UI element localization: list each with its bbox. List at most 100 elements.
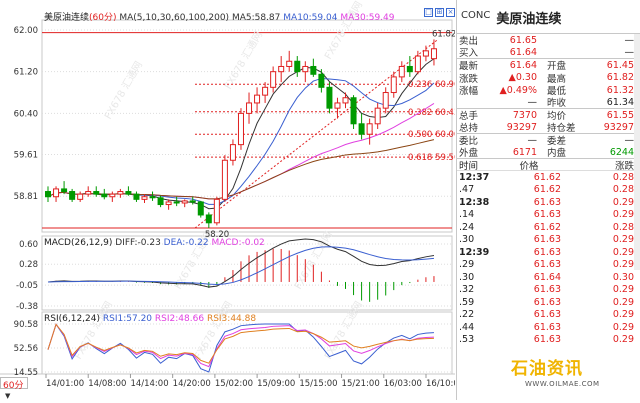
candle-body xyxy=(294,60,301,73)
rsi-tick-label: 14.55 xyxy=(14,368,38,378)
tick-price: 61.63 xyxy=(533,296,561,308)
candle-body xyxy=(398,65,405,78)
tick-price: 61.63 xyxy=(533,196,561,208)
quote-value: 93297 xyxy=(603,121,634,133)
period-select[interactable]: 60分▼ xyxy=(0,377,28,400)
tick-row: .32 61.63 0.29 xyxy=(457,284,640,297)
tick-price: 61.63 xyxy=(533,284,561,296)
symbol-name: 美原油连续 xyxy=(496,12,562,27)
candle-body xyxy=(342,97,349,104)
fib-label: 0.382 60.43 xyxy=(408,108,455,118)
tick-time: .53 xyxy=(459,334,475,346)
quote-label: 总持 xyxy=(459,123,479,135)
dea-value: DEA:-0.22 xyxy=(163,238,209,248)
quote-row: 外盘 6171 内盘 6244 xyxy=(457,146,640,160)
diff-value: DIFF:-0.23 xyxy=(115,238,161,248)
price-tick-label: 62.00 xyxy=(14,26,38,36)
quote-value: 61.64 xyxy=(509,59,537,71)
candle-body xyxy=(246,102,253,114)
tick-price: 61.63 xyxy=(533,259,561,271)
quote-value: 6171 xyxy=(512,146,537,158)
ma-config-label[interactable]: MA(5,10,30,60,100,200) xyxy=(119,13,230,23)
tick-row: .29 61.63 0.29 xyxy=(457,259,640,272)
quote-row: 涨跌 ▲0.30 最高 61.82 xyxy=(457,72,640,85)
tick-list[interactable]: 12:37 61.62 0.28 .47 61.62 0.28 12:38 61.63 0.29… xyxy=(457,171,640,346)
rsi-tick-label: 52.56 xyxy=(14,344,38,354)
quote-label: 涨跌 xyxy=(459,73,479,85)
quote-value: ▲0.30 xyxy=(508,72,537,84)
quote-label: 最低 xyxy=(547,86,567,98)
quote-label: 均价 xyxy=(547,111,567,123)
time-tick-label: 15/15:00 xyxy=(299,379,337,389)
symbol-code: CONC xyxy=(461,10,491,21)
candle-body xyxy=(326,86,333,109)
dea-line xyxy=(47,246,435,286)
candle-body xyxy=(213,198,220,224)
quote-row: 卖出 61.65 — xyxy=(457,34,640,48)
macd-header: MACD(26,12,9) DIFF:-0.23 DEA:-0.22 MACD:… xyxy=(44,238,265,248)
quote-label: 昨收 xyxy=(547,98,567,110)
candle-body xyxy=(125,191,132,195)
candle-body xyxy=(205,214,212,224)
candle-body xyxy=(278,65,285,73)
quote-value: 61.34 xyxy=(606,96,634,108)
candle-body xyxy=(53,188,60,198)
tick-table-header: 时间 价格 涨跌 xyxy=(457,159,640,172)
rsi3-value: RSI3:44.88 xyxy=(206,314,257,324)
time-tick-label: 15/09:00 xyxy=(257,379,295,389)
time-tick-label: 14/01:00 xyxy=(46,379,84,389)
quote-value: — xyxy=(527,134,538,146)
quote-value: — xyxy=(624,34,635,46)
candle-body xyxy=(390,76,397,94)
kline-chart-panel[interactable]: FX678 汇通网 FX678 汇通网 FX678 汇通网 FX678 汇通网 FX67… xyxy=(0,0,464,400)
quote-row: 总手 7370 均价 61.55 xyxy=(457,109,640,123)
candle-body xyxy=(310,65,317,75)
tick-row: 12:37 61.62 0.28 xyxy=(457,171,640,184)
candle-body xyxy=(117,191,124,195)
window-grid-icon[interactable]: ⊞ xyxy=(435,8,444,17)
tick-change: 0.30 xyxy=(612,271,634,283)
macd-tick-label: 0.60 xyxy=(19,240,38,250)
tick-change: 0.28 xyxy=(612,221,634,233)
price-tick-label: 61.20 xyxy=(14,68,38,78)
candle-body xyxy=(141,196,148,200)
tick-row: .22 61.63 0.29 xyxy=(457,309,640,322)
macd-tick-label: -0.05 xyxy=(16,281,38,291)
rsi-header: RSI(6,12,24) RSI1:57.20 RSI2:48.66 RSI3:… xyxy=(44,314,256,324)
oilmae-watermark: 石油资讯 WWW.OILMAE.COM xyxy=(505,350,637,398)
quote-label: 开盘 xyxy=(547,61,567,73)
macd-tick-label: 0.28 xyxy=(19,260,38,270)
macd-tick-label: -0.38 xyxy=(16,302,38,312)
candle-body xyxy=(406,65,413,73)
candle-body xyxy=(254,94,261,104)
tick-header-change: 涨跌 xyxy=(614,160,634,172)
window-close-icon[interactable]: × xyxy=(446,8,455,17)
tick-row: 12:39 61.63 0.29 xyxy=(457,246,640,259)
quote-value: — xyxy=(527,96,538,108)
quote-label: 委差 xyxy=(547,136,567,148)
time-tick-label: 14/20:00 xyxy=(173,379,211,389)
tick-time: .22 xyxy=(459,309,475,321)
ma30-value: MA30:59.49 xyxy=(340,13,395,23)
tick-row: .59 61.63 0.29 xyxy=(457,296,640,309)
quote-table: 卖出 61.65 — 买入 61.64 — 最新 61.64 开盘 61.45 涨跌 ▲0.30 最高 6… xyxy=(457,34,640,159)
macd-label: MACD(26,12,9) xyxy=(44,238,113,248)
quote-header: CONC 美原油连续 xyxy=(457,0,640,34)
tick-change: 0.29 xyxy=(612,209,634,221)
tick-change: 0.29 xyxy=(612,321,634,333)
chart-period: (60分) xyxy=(89,13,117,23)
time-tick-label: 15/21:00 xyxy=(342,379,380,389)
quote-scrollbar[interactable] xyxy=(634,34,640,270)
candle-body xyxy=(382,92,389,109)
candle-body xyxy=(422,50,429,57)
chevron-down-icon: ▼ xyxy=(5,392,11,400)
quote-label: 委比 xyxy=(459,136,479,148)
tick-change: 0.28 xyxy=(612,184,634,196)
tick-time: 12:38 xyxy=(459,196,490,208)
window-restore-icon[interactable]: □ xyxy=(424,8,433,17)
quote-label: 外盘 xyxy=(459,148,479,160)
tick-change: 0.29 xyxy=(612,334,634,346)
candle-body xyxy=(366,123,373,135)
quote-label: 卖出 xyxy=(459,36,479,48)
